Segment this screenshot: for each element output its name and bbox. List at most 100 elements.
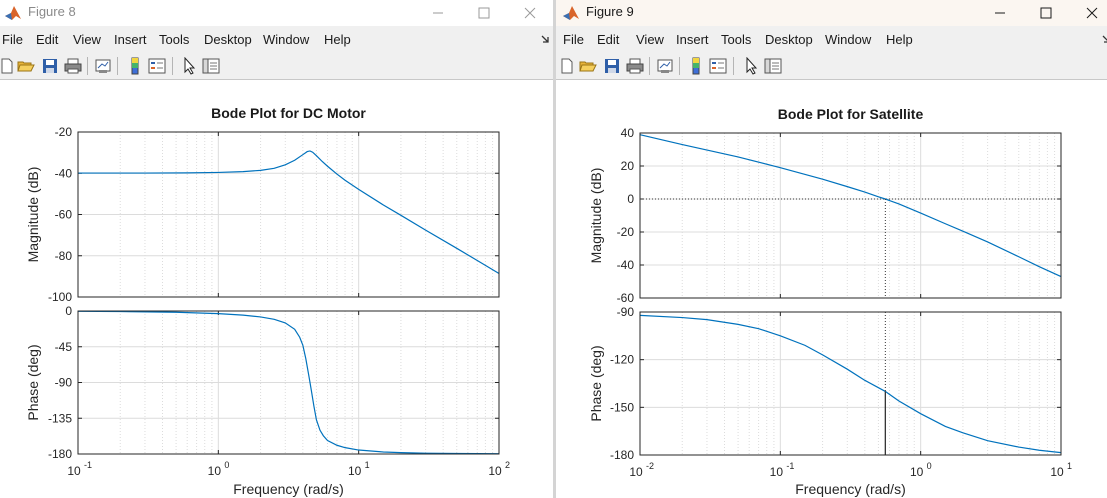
menu-file[interactable]: File — [2, 32, 23, 47]
matlab-logo-icon — [563, 6, 579, 20]
magnitude-axes: -20 -40 -60 -80 -100 Magnitude (dB) — [25, 125, 500, 304]
y-tick-label: -80 — [55, 249, 73, 263]
plot-area — [640, 133, 1061, 298]
title-bar[interactable]: Figure 8 — [0, 0, 553, 26]
print-icon[interactable] — [626, 57, 644, 75]
figure-canvas: Bode Plot for Satellite 40 20 0 -20 -40 -60 Mag… — [556, 80, 1107, 498]
menu-insert[interactable]: Insert — [676, 32, 709, 47]
menu-file[interactable]: File — [563, 32, 584, 47]
x-tick-label-exponent: 1 — [365, 460, 370, 470]
maximize-icon[interactable] — [472, 1, 496, 25]
open-file-icon[interactable] — [579, 57, 597, 75]
y-tick-label: -45 — [55, 340, 73, 354]
x-axis-label: Frequency (rad/s) — [233, 481, 343, 497]
phase-axes: -90 -120 -150 -180 Phase (deg) — [588, 305, 1062, 462]
y-tick-label: -150 — [610, 400, 634, 414]
x-tick-label-base: 10 — [208, 464, 222, 478]
y-tick-label: -40 — [55, 166, 73, 180]
maximize-icon[interactable] — [1034, 1, 1058, 25]
close-icon[interactable] — [518, 1, 542, 25]
y-tick-label: -60 — [617, 291, 635, 305]
menu-view[interactable]: View — [73, 32, 101, 47]
minimize-icon[interactable] — [988, 1, 1012, 25]
axes-box — [77, 131, 500, 298]
save-icon[interactable] — [41, 57, 59, 75]
chart-title: Bode Plot for DC Motor — [211, 105, 366, 121]
menu-window[interactable]: Window — [263, 32, 310, 47]
chart-title: Bode Plot for Satellite — [778, 106, 924, 122]
menu-desktop[interactable]: Desktop — [204, 32, 252, 47]
window-title: Figure 9 — [586, 4, 634, 19]
y-tick-label: -120 — [610, 353, 634, 367]
phase-y-axis-label: Phase (deg) — [25, 344, 41, 420]
edit-plot-pointer-icon[interactable] — [181, 57, 199, 75]
axes-box — [639, 311, 1062, 456]
x-tick-label-exponent: 2 — [505, 460, 510, 470]
figure-9-window: Figure 9 File Edit View Insert Tools Des… — [556, 0, 1107, 498]
property-inspector-icon[interactable] — [202, 57, 220, 75]
dock-arrow-icon[interactable] — [540, 34, 550, 44]
open-file-icon[interactable] — [17, 57, 35, 75]
menu-view[interactable]: View — [636, 32, 664, 47]
link-plot-icon[interactable] — [94, 57, 112, 75]
menu-bar: File Edit View Insert Tools Desktop Wind… — [556, 28, 1107, 52]
phase-axes: 0 -45 -90 -135 -180 Phase (deg) — [25, 304, 500, 461]
x-tick-label-exponent: 0 — [224, 460, 229, 470]
toolbar-separator — [87, 57, 88, 75]
save-icon[interactable] — [603, 57, 621, 75]
x-tick-label-exponent: -1 — [84, 460, 92, 470]
link-plot-icon[interactable] — [656, 57, 674, 75]
menu-help[interactable]: Help — [324, 32, 351, 47]
phase-y-axis-label: Phase (deg) — [588, 345, 604, 421]
toolbar-separator — [733, 57, 734, 75]
figure-canvas: Bode Plot for DC Motor -20 -40 -60 -80 -100 Ma… — [0, 80, 553, 498]
axes-box — [639, 132, 1062, 299]
new-figure-icon[interactable] — [558, 57, 576, 75]
menu-tools[interactable]: Tools — [159, 32, 190, 47]
menu-window[interactable]: Window — [825, 32, 872, 47]
figure-toolbar — [0, 53, 553, 80]
menu-help[interactable]: Help — [886, 32, 913, 47]
phase-series-line — [77, 310, 500, 455]
x-tick-label-base: 10 — [67, 464, 81, 478]
phase-series-line — [639, 314, 1062, 454]
magnitude-series-line — [78, 150, 500, 275]
legend-icon[interactable] — [709, 57, 727, 75]
window-divider — [553, 0, 556, 498]
magnitude-y-axis-label: Magnitude (dB) — [588, 168, 604, 264]
toolbar-separator — [649, 57, 650, 75]
close-icon[interactable] — [1080, 1, 1104, 25]
menu-desktop[interactable]: Desktop — [765, 32, 813, 47]
print-icon[interactable] — [64, 57, 82, 75]
new-figure-icon[interactable] — [0, 57, 16, 75]
menu-bar: File Edit View Insert Tools Desktop Wind… — [0, 28, 553, 52]
title-bar[interactable]: Figure 9 — [556, 0, 1107, 26]
plot-area — [640, 312, 1061, 455]
toolbar-separator — [117, 57, 118, 75]
bode-plot-dc-motor[interactable]: Bode Plot for DC Motor-20-40-60-80-100Ma… — [0, 80, 553, 498]
dock-arrow-icon[interactable] — [1101, 34, 1107, 44]
x-tick-label-base: 10 — [488, 464, 502, 478]
bode-plot-satellite[interactable]: Bode Plot for Satellite40200-20-40-60Mag… — [556, 80, 1107, 498]
menu-edit[interactable]: Edit — [597, 32, 620, 47]
legend-icon[interactable] — [148, 57, 166, 75]
y-tick-label: -60 — [55, 208, 73, 222]
y-tick-label: -180 — [48, 447, 72, 461]
x-tick-label-base: 10 — [629, 465, 643, 479]
colorbar-icon[interactable] — [126, 57, 144, 75]
property-inspector-icon[interactable] — [764, 57, 782, 75]
menu-insert[interactable]: Insert — [114, 32, 147, 47]
menu-edit[interactable]: Edit — [36, 32, 59, 47]
colorbar-icon[interactable] — [687, 57, 705, 75]
edit-plot-pointer-icon[interactable] — [743, 57, 761, 75]
x-tick-label-base: 10 — [910, 465, 924, 479]
minimize-icon[interactable] — [426, 1, 450, 25]
y-tick-label: -20 — [617, 225, 635, 239]
y-tick-label: 0 — [65, 304, 72, 318]
y-tick-label: 20 — [621, 159, 635, 173]
toolbar-separator — [679, 57, 680, 75]
window-title: Figure 8 — [28, 4, 76, 19]
x-tick-label-base: 10 — [1050, 465, 1064, 479]
menu-tools[interactable]: Tools — [721, 32, 752, 47]
y-tick-label: -20 — [55, 125, 73, 139]
